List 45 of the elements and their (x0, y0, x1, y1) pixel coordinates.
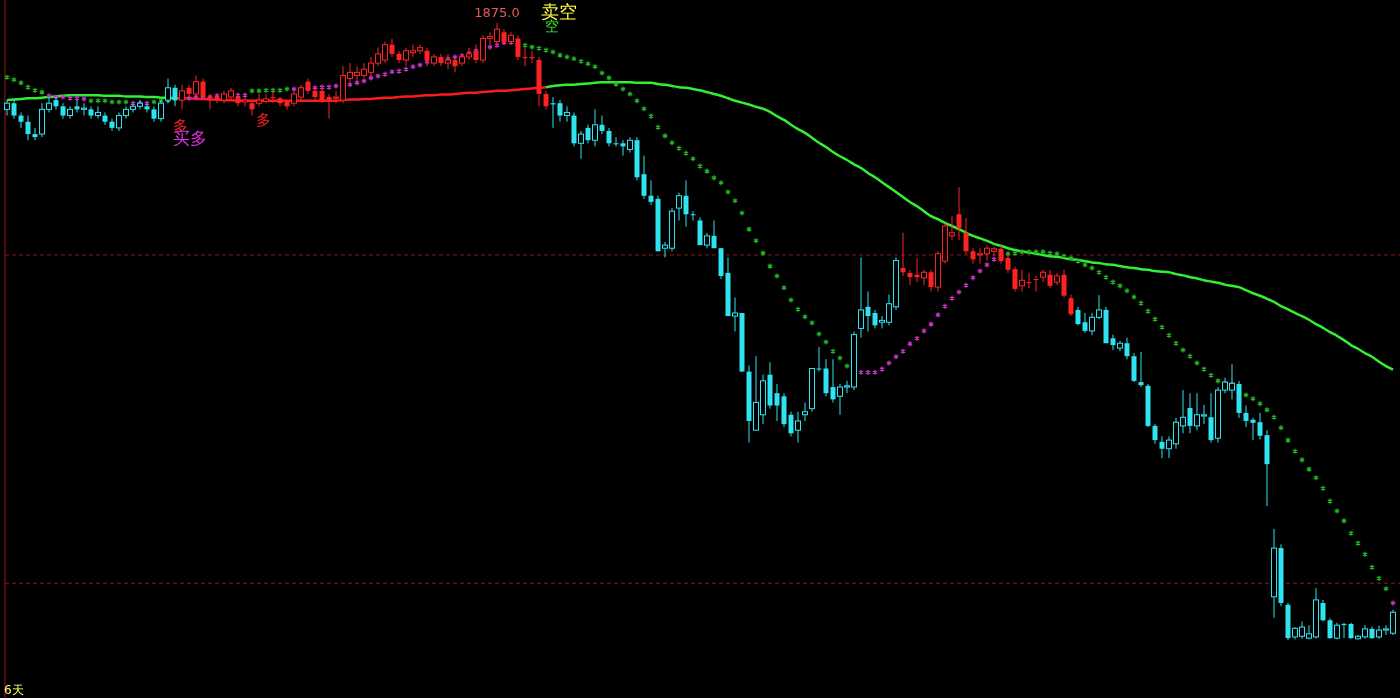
candlestick (1138, 351, 1144, 388)
candlestick (1257, 412, 1263, 440)
candlestick (1075, 306, 1081, 326)
candlestick (53, 96, 59, 110)
candlestick (963, 217, 969, 255)
candlestick (676, 192, 682, 221)
candlestick (389, 37, 395, 58)
candlestick (648, 179, 654, 206)
text: 卖空 (541, 1, 577, 22)
candlestick (774, 383, 780, 422)
candlestick (102, 111, 108, 126)
candlestick (1061, 269, 1067, 299)
candlestick (1341, 622, 1347, 639)
candlestick (858, 256, 864, 339)
candlestick (1026, 272, 1032, 289)
candlestick (613, 136, 619, 147)
candlestick (1068, 293, 1074, 317)
candlestick (606, 127, 612, 147)
candlestick (543, 90, 549, 110)
candlestick (641, 155, 647, 200)
candlestick (683, 179, 689, 228)
candlestick (907, 269, 913, 286)
text: 6天 (4, 683, 24, 697)
candlestick (1040, 269, 1046, 283)
candlestick (11, 99, 17, 120)
candlestick (1124, 337, 1130, 360)
candlestick (25, 115, 31, 141)
candlestick (956, 186, 962, 241)
annotation: 1875.0 (474, 5, 520, 20)
candlestick (711, 219, 717, 249)
candlestick (18, 111, 24, 129)
candlestick (816, 346, 822, 373)
candlestick (690, 210, 696, 221)
candlestick (1320, 599, 1326, 622)
candlestick (4, 99, 10, 117)
candlestick (1250, 417, 1256, 441)
annotation: 多 (255, 111, 271, 129)
candlestick (865, 290, 871, 332)
candlestick (1033, 275, 1039, 292)
candlestick (802, 401, 808, 422)
candlestick (1005, 253, 1011, 274)
candlestick (1152, 423, 1158, 445)
candlestick (900, 232, 906, 277)
candlestick (1243, 405, 1249, 428)
candlestick (599, 115, 605, 135)
